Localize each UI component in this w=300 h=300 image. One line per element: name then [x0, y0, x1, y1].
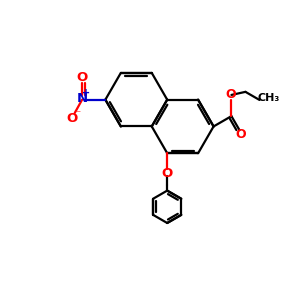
Text: O: O — [236, 128, 246, 141]
Text: O: O — [66, 112, 77, 125]
Text: CH₃: CH₃ — [258, 94, 280, 103]
Text: ⁻: ⁻ — [75, 110, 80, 119]
Text: O: O — [225, 88, 236, 101]
Text: O: O — [162, 167, 173, 180]
Text: O: O — [76, 71, 88, 84]
Text: N: N — [76, 92, 88, 105]
Text: +: + — [82, 88, 90, 98]
